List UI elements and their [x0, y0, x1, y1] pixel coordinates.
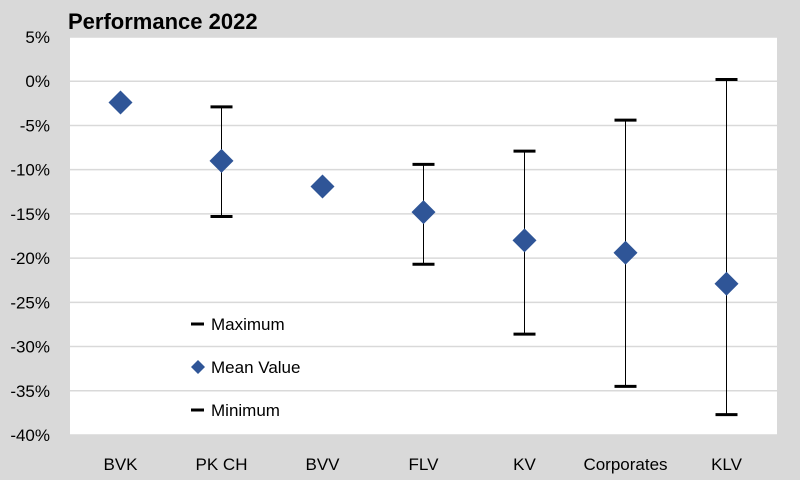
mean-marker: [613, 240, 638, 265]
legend-maximum-label: Maximum: [211, 315, 285, 334]
mean-markers: [108, 90, 739, 296]
x-axis-ticks: BVK PK CH BVV FLV KV Corporates KLV: [103, 455, 742, 474]
y-tick-label: -5%: [20, 116, 50, 135]
y-tick-label: -40%: [10, 426, 50, 445]
legend-mean-symbol: [191, 360, 205, 374]
mean-marker: [714, 271, 739, 296]
x-tick-label: PK CH: [196, 455, 248, 474]
mean-marker: [310, 174, 335, 199]
legend-minimum-label: Minimum: [211, 401, 280, 420]
y-tick-label: -30%: [10, 338, 50, 357]
chart-title: Performance 2022: [68, 9, 258, 34]
x-tick-label: Corporates: [583, 455, 667, 474]
x-tick-label: KLV: [711, 455, 743, 474]
x-tick-label: FLV: [409, 455, 440, 474]
x-tick-label: BVV: [305, 455, 340, 474]
y-tick-label: -25%: [10, 293, 50, 312]
y-tick-label: 0%: [25, 72, 50, 91]
x-tick-label: KV: [513, 455, 536, 474]
y-tick-label: -35%: [10, 382, 50, 401]
mean-marker: [209, 148, 234, 173]
y-tick-label: -10%: [10, 161, 50, 180]
y-tick-label: -20%: [10, 249, 50, 268]
mean-marker: [512, 228, 537, 253]
legend: Maximum Mean Value Minimum: [191, 315, 300, 420]
x-tick-label: BVK: [103, 455, 138, 474]
y-tick-label: 5%: [25, 28, 50, 47]
y-axis-ticks: 5% 0% -5% -10% -15% -20% -25% -30% -35% -40%: [10, 28, 50, 445]
mean-marker: [108, 90, 133, 115]
legend-mean-label: Mean Value: [211, 358, 300, 377]
mean-marker: [411, 200, 436, 225]
y-tick-label: -15%: [10, 205, 50, 224]
